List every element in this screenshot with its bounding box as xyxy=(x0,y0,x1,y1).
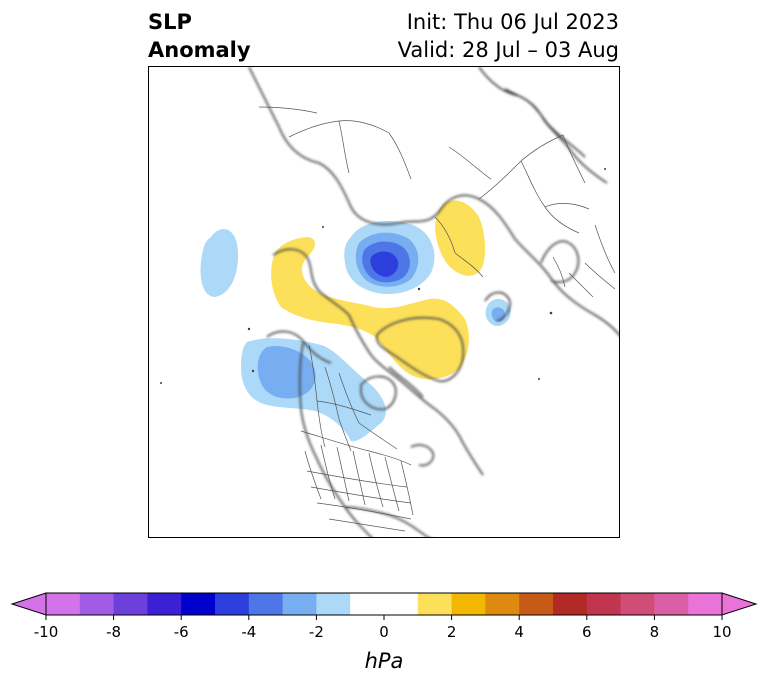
political-borders xyxy=(258,106,616,532)
anomaly-arctic-low-core xyxy=(370,251,399,277)
valid-range: Valid: 28 Jul – 03 Aug xyxy=(397,38,619,62)
init-date: Init: Thu 06 Jul 2023 xyxy=(406,10,619,34)
colorbar-bin xyxy=(586,593,622,615)
map-panel[interactable] xyxy=(148,66,620,538)
title-line-2: Anomaly xyxy=(148,38,251,62)
anomaly-siberia-high xyxy=(435,200,486,276)
colorbar-extend-max xyxy=(721,592,758,616)
colorbar-bin xyxy=(451,593,486,615)
colorbar-tick-label: -2 xyxy=(309,623,324,641)
title-line-1: SLP xyxy=(148,10,192,34)
colorbar-tick-label: 8 xyxy=(650,623,660,641)
colorbar-tick-label: 10 xyxy=(712,623,731,641)
colorbar-tick-label: 6 xyxy=(582,623,592,641)
colorbar-ticks: -10 -8 -6 -4 -2 0 2 4 6 8 10 xyxy=(34,615,732,641)
colorbar-bin xyxy=(350,593,385,615)
colorbar-bin xyxy=(248,593,284,615)
anomaly-shading xyxy=(200,200,511,442)
colorbar-bin xyxy=(215,593,250,615)
coastlines xyxy=(248,67,619,537)
colorbar-bin xyxy=(654,593,689,615)
colorbar-extend-min xyxy=(10,592,47,616)
colorbar-tick-label: -10 xyxy=(34,623,59,641)
colorbar-bin xyxy=(553,593,588,615)
colorbar-bin xyxy=(147,593,182,615)
colorbar-bin xyxy=(181,593,216,615)
colorbar-tick-label: -6 xyxy=(174,623,189,641)
colorbar-bin xyxy=(485,593,520,615)
anomaly-north-pacific-low xyxy=(200,229,239,297)
colorbar-bin xyxy=(46,593,81,615)
colorbar-tick-label: 2 xyxy=(447,623,457,641)
colorbar-bin xyxy=(688,593,723,615)
polar-map xyxy=(160,67,619,537)
colorbar-bin xyxy=(113,593,148,615)
colorbar-bin xyxy=(620,593,655,615)
colorbar-bins xyxy=(46,593,723,615)
colorbar-bin xyxy=(79,593,115,615)
colorbar-bin xyxy=(384,593,419,615)
colorbar-tick-label: 0 xyxy=(379,623,389,641)
colorbar-bin xyxy=(316,593,351,615)
islands xyxy=(160,168,606,384)
colorbar-tick-label: -8 xyxy=(106,623,121,641)
colorbar-bin xyxy=(282,593,317,615)
plot-title: SLP Anomaly xyxy=(148,8,251,64)
colorbar-bin xyxy=(417,593,453,615)
colorbar-tick-label: -4 xyxy=(241,623,256,641)
init-valid-dates: Init: Thu 06 Jul 2023 Valid: 28 Jul – 03… xyxy=(398,8,619,64)
colorbar-label: hPa xyxy=(365,649,404,673)
colorbar-svg: -10 -8 -6 -4 -2 0 2 4 6 8 10 hPa xyxy=(10,592,758,673)
colorbar: -10 -8 -6 -4 -2 0 2 4 6 8 10 hPa xyxy=(0,585,768,684)
anomaly-greenland-high xyxy=(271,237,469,380)
colorbar-bin xyxy=(519,593,554,615)
colorbar-tick-label: 4 xyxy=(514,623,524,641)
